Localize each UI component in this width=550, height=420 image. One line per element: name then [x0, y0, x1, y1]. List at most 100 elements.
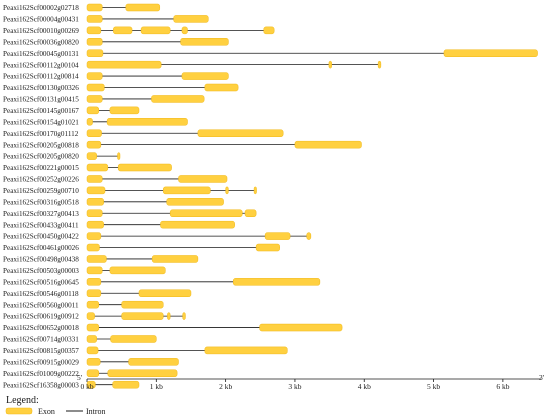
exon-box: [162, 186, 211, 195]
gene-name-label: Peaxi162Scf00130g00326: [3, 84, 79, 92]
gene-name-label: Peaxi162Scf00221g00015: [3, 164, 79, 172]
exon-box: [86, 129, 102, 137]
legend-intron-label: Intron: [86, 407, 106, 416]
gene-row: Peaxi162Scf00450g00422: [3, 232, 312, 241]
axis-tick-label: 2 kb: [219, 382, 232, 391]
gene-row: Peaxi162Scf00259g00710: [3, 186, 257, 195]
exon-box: [86, 300, 100, 309]
exon-box: [244, 209, 257, 217]
exon-box: [86, 15, 103, 23]
exon-box: [86, 175, 103, 183]
exon-box: [259, 323, 343, 332]
gene-row: Peaxi162Scf00221g00015: [3, 163, 172, 172]
exon-box: [86, 335, 97, 343]
exon-box: [86, 232, 102, 240]
axis: 5' 3' 0 kb 1 kb 2 kb 3 kb 4 kb 5 kb 6 kb: [77, 373, 545, 391]
gene-name-label: Peaxi162Scf00036g00820: [3, 38, 79, 46]
exon-box: [86, 380, 96, 389]
gene-row: Peaxi162Scf00010g00269: [3, 26, 275, 35]
exon-box: [294, 140, 362, 149]
exon-box: [181, 72, 229, 80]
gene-name-label: Peaxi162Scf00560g00011: [3, 301, 79, 309]
axis-tick-label: 6 kb: [496, 382, 509, 391]
exon-box: [197, 129, 284, 137]
genes-layer: Peaxi162Scf00002g02718 Peaxi162Scf00004g0…: [3, 3, 538, 389]
gene-name-label: Peaxi162Scf00433g00411: [3, 221, 79, 229]
gene-row: Peaxi162Scf00915g00029: [3, 358, 179, 366]
gene-row: Peaxi162Scf00503g00003: [3, 266, 166, 275]
exon-box: [255, 243, 280, 252]
gene-name-label: Peaxi162Scf00154g01021: [3, 118, 79, 126]
exon-box: [140, 26, 171, 35]
exon-box: [328, 60, 332, 69]
gene-row: Peaxi162Scf00433g00411: [3, 220, 235, 229]
exon-box: [86, 266, 103, 275]
gene-row: Peaxi162Scf00461g00026: [3, 243, 280, 252]
gene-name-label: Peaxi162Scf00498g00438: [3, 256, 79, 264]
gene-name-label: Peaxi162Scf00205g00820: [3, 153, 79, 161]
gene-name-label: Peaxi162Scf00112g00104: [3, 61, 79, 69]
gene-row: Peaxi162Scf00714g00331: [3, 335, 157, 344]
gene-name-label: Peaxi162Scf00045g00131: [3, 50, 79, 58]
exon-box: [86, 140, 102, 149]
gene-row: Peaxi162Scf00652g00018: [3, 323, 343, 332]
exon-box: [86, 163, 109, 172]
exon-box: [264, 232, 291, 240]
gene-row: Peaxi162Scf01009g00222: [3, 369, 178, 378]
gene-row: Peaxi162Scf00815g00357: [3, 346, 288, 355]
exon-box: [253, 186, 257, 195]
gene-name-label: Peaxi162Scf00327g00413: [3, 210, 79, 218]
exon-box: [443, 49, 538, 57]
legend-exon-swatch: [5, 407, 33, 415]
exon-box: [86, 3, 103, 12]
gene-name-label: Peaxi162Scf00145g00167: [3, 107, 79, 115]
gene-row: Peaxi162Scf00002g02718: [3, 3, 161, 12]
exon-box: [110, 335, 157, 343]
exon-box: [106, 118, 188, 126]
gene-name-label: Peaxi162Scf00714g00331: [3, 336, 79, 344]
gene-name-label: Peaxi162Scf00915g00029: [3, 358, 79, 366]
exon-box: [86, 278, 102, 286]
gene-name-label: Peaxi162Scf00131g00415: [3, 96, 79, 104]
gene-name-label: Peaxi162Scf00450g00422: [3, 233, 79, 241]
legend-exon-label: Exon: [38, 407, 55, 416]
gene-row: Peaxi162Scf00316g00518: [3, 198, 224, 206]
gene-row: Peaxi162Scf00170g01112: [3, 129, 284, 138]
gene-name-label: Peaxi162Scf00546g00118: [3, 290, 79, 298]
gene-row: Peaxi162Scf00145g00167: [3, 106, 140, 115]
exon-box: [204, 346, 288, 355]
exon-box: [121, 312, 164, 320]
gene-name-label: Peaxi162Scf00112g00814: [3, 73, 79, 81]
gene-name-label: Peaxi162Scf00516g00645: [3, 278, 79, 286]
axis-tick-label: 5 kb: [427, 382, 440, 391]
gene-row: Peaxi162Scf00154g01021: [3, 118, 188, 126]
gene-name-label: Peaxi162Scf00652g00018: [3, 324, 79, 332]
gene-row: Peaxi162Scf00131g00415: [3, 95, 205, 104]
exon-box: [181, 26, 188, 35]
exon-box: [225, 186, 229, 195]
gene-name-label: Peaxi162Scf00004g00431: [3, 16, 79, 24]
gene-name-label: Peaxi162Scf00461g00026: [3, 244, 79, 252]
gene-name-label: Peaxi162Scf00252g00226: [3, 176, 79, 184]
exon-box: [113, 26, 133, 35]
exon-box: [204, 83, 239, 92]
exon-box: [86, 186, 106, 195]
exon-box: [167, 312, 171, 320]
gene-row: Peaxi162Scf00498g00438: [3, 255, 199, 264]
exon-box: [160, 220, 235, 229]
exon-box: [151, 255, 199, 263]
legend: Legend: Exon Intron: [5, 395, 106, 416]
gene-row: Peaxi162Scf00252g00226: [3, 175, 228, 184]
exon-box: [173, 15, 209, 23]
gene-row: Peaxi162Scf00004g00431: [3, 15, 209, 24]
exon-box: [151, 95, 205, 103]
gene-name-label: Peaxi162Scf00205g00818: [3, 141, 79, 149]
exon-box: [86, 95, 103, 103]
exon-box: [112, 380, 140, 389]
exon-box: [128, 358, 179, 366]
gene-row: Peaxi162Scf00036g00820: [3, 38, 229, 46]
exon-box: [86, 72, 103, 80]
exon-box: [86, 358, 101, 366]
gene-name-label: Peaxi162Scf01009g00222: [3, 370, 79, 378]
